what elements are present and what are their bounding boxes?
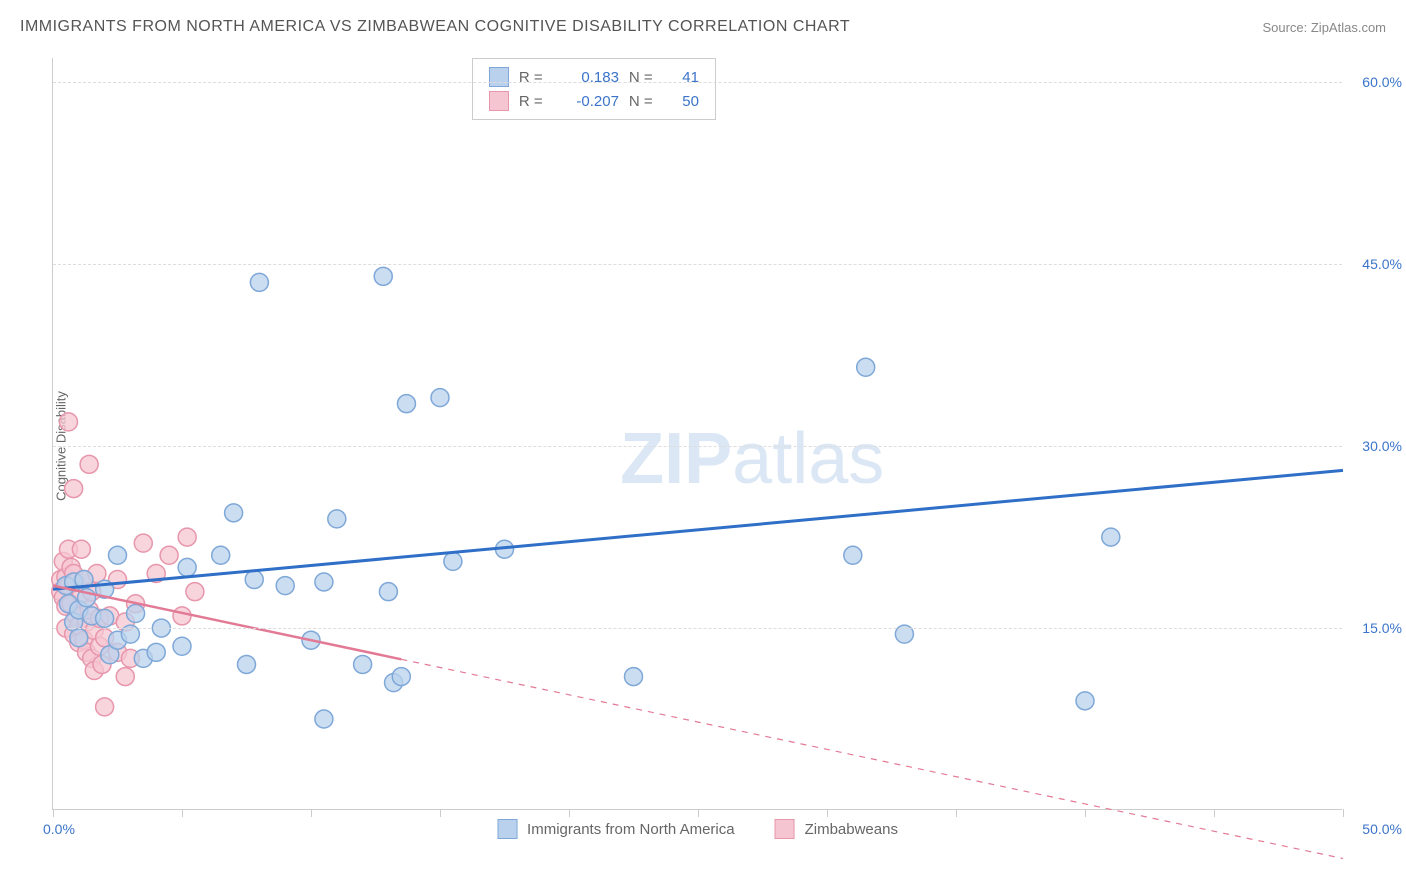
- x-tick: [956, 809, 957, 817]
- data-point: [59, 413, 77, 431]
- data-point: [147, 643, 165, 661]
- data-point: [127, 605, 145, 623]
- x-tick: [827, 809, 828, 817]
- data-point: [160, 546, 178, 564]
- data-point: [96, 698, 114, 716]
- n-label: N =: [629, 93, 659, 110]
- data-point: [844, 546, 862, 564]
- x-tick: [569, 809, 570, 817]
- data-point: [857, 358, 875, 376]
- x-tick-label: 50.0%: [1362, 821, 1402, 837]
- data-point: [625, 668, 643, 686]
- data-point: [238, 655, 256, 673]
- data-point: [225, 504, 243, 522]
- data-point: [250, 273, 268, 291]
- legend-swatch: [775, 819, 795, 839]
- data-point: [72, 540, 90, 558]
- data-point: [444, 552, 462, 570]
- x-tick: [311, 809, 312, 817]
- x-tick-label: 0.0%: [43, 821, 75, 837]
- data-point: [245, 571, 263, 589]
- data-point: [315, 573, 333, 591]
- x-tick: [53, 809, 54, 817]
- r-value: -0.207: [559, 93, 619, 110]
- data-point: [178, 528, 196, 546]
- chart-svg: [53, 58, 1342, 809]
- series-legend-item: Immigrants from North America: [497, 819, 735, 839]
- data-point: [315, 710, 333, 728]
- x-tick: [1085, 809, 1086, 817]
- data-point: [212, 546, 230, 564]
- series-legend-label: Immigrants from North America: [527, 821, 735, 838]
- data-point: [134, 534, 152, 552]
- y-tick-label: 15.0%: [1362, 620, 1402, 636]
- x-tick: [440, 809, 441, 817]
- data-point: [186, 583, 204, 601]
- data-point: [65, 480, 83, 498]
- series-legend: Immigrants from North America Zimbabweans: [497, 819, 898, 839]
- r-label: R =: [519, 93, 549, 110]
- gridline: [53, 264, 1342, 265]
- series-legend-label: Zimbabweans: [805, 821, 898, 838]
- data-point: [392, 668, 410, 686]
- data-point: [96, 609, 114, 627]
- data-point: [1102, 528, 1120, 546]
- data-point: [70, 629, 88, 647]
- correlation-legend-row: R =0.183N =41: [489, 65, 699, 89]
- data-point: [354, 655, 372, 673]
- data-point: [109, 546, 127, 564]
- data-point: [374, 267, 392, 285]
- data-point: [116, 668, 134, 686]
- trend-line: [53, 470, 1343, 589]
- x-tick: [1214, 809, 1215, 817]
- y-tick-label: 45.0%: [1362, 256, 1402, 272]
- correlation-legend-row: R = -0.207 N = 50: [489, 89, 699, 113]
- gridline: [53, 628, 1342, 629]
- y-tick-label: 60.0%: [1362, 74, 1402, 90]
- data-point: [80, 455, 98, 473]
- data-point: [178, 558, 196, 576]
- header: IMMIGRANTS FROM NORTH AMERICA VS ZIMBABW…: [20, 18, 1386, 36]
- gridline: [53, 82, 1342, 83]
- data-point: [173, 607, 191, 625]
- data-point: [431, 389, 449, 407]
- y-tick-label: 30.0%: [1362, 438, 1402, 454]
- correlation-legend: R =0.183N =41 R = -0.207 N = 50: [472, 58, 716, 120]
- data-point: [328, 510, 346, 528]
- legend-swatch: [497, 819, 517, 839]
- x-tick: [698, 809, 699, 817]
- data-point: [276, 577, 294, 595]
- data-point: [397, 395, 415, 413]
- data-point: [173, 637, 191, 655]
- series-legend-item: Zimbabweans: [775, 819, 898, 839]
- source-attribution: Source: ZipAtlas.com: [1262, 20, 1386, 35]
- data-point: [379, 583, 397, 601]
- gridline: [53, 446, 1342, 447]
- chart-title: IMMIGRANTS FROM NORTH AMERICA VS ZIMBABW…: [20, 18, 850, 36]
- chart-container: IMMIGRANTS FROM NORTH AMERICA VS ZIMBABW…: [0, 0, 1406, 892]
- x-tick: [1343, 809, 1344, 817]
- x-tick: [182, 809, 183, 817]
- n-value: 50: [669, 93, 699, 110]
- legend-swatch: [489, 91, 509, 111]
- data-point: [1076, 692, 1094, 710]
- legend-swatch: [489, 67, 509, 87]
- plot-area: ZIPatlas R =0.183N =41R =-0.207N =50 Imm…: [52, 58, 1342, 810]
